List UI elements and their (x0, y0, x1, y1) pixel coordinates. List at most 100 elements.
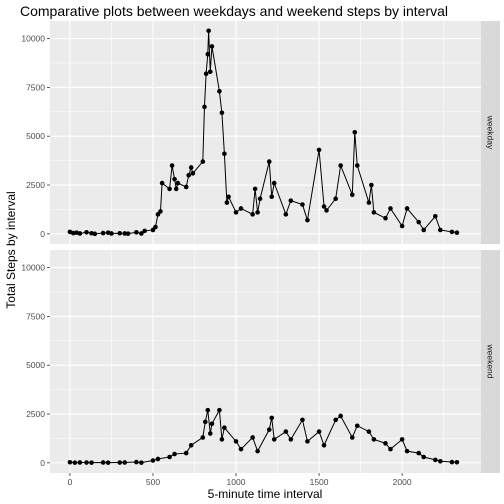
data-point (252, 186, 258, 192)
data-point (316, 147, 322, 153)
data-point (200, 159, 206, 164)
data-point (255, 448, 260, 454)
data-point (404, 448, 410, 454)
data-point (404, 206, 410, 211)
data-point (238, 446, 244, 452)
data-point (421, 454, 426, 460)
data-point (203, 71, 209, 77)
data-point (454, 230, 460, 235)
data-point (139, 231, 144, 236)
data-point (233, 210, 239, 215)
data-point (100, 460, 106, 465)
y-tick-label: 0 (40, 458, 45, 468)
data-point (338, 163, 343, 168)
data-point (219, 110, 225, 116)
data-point (77, 460, 83, 465)
data-point (366, 429, 372, 434)
data-point (369, 182, 374, 188)
panel-weekend: 0 2500 5000 7500 10000 weekend (21, 250, 500, 473)
data-point (388, 206, 393, 211)
data-point (186, 172, 191, 178)
data-point (283, 429, 289, 434)
data-point (209, 421, 215, 427)
data-point (183, 184, 189, 190)
data-point (134, 459, 139, 465)
data-point (209, 44, 215, 49)
x-tick-label: 1500 (310, 477, 329, 487)
data-point (433, 457, 438, 463)
data-point (84, 229, 89, 235)
data-point (349, 435, 355, 440)
y-tick-label: 10000 (21, 263, 45, 273)
data-point (142, 228, 147, 234)
data-point (109, 231, 114, 236)
data-point (70, 230, 76, 236)
facet-strip (481, 21, 500, 244)
data-point (321, 442, 327, 448)
data-point (77, 231, 83, 236)
data-point (167, 454, 172, 460)
data-point (224, 200, 230, 205)
data-point (150, 458, 156, 463)
data-point (316, 429, 322, 434)
data-point (399, 437, 405, 442)
y-axis-title: Total Steps by interval (4, 191, 18, 308)
data-point (134, 229, 139, 235)
data-point (238, 206, 244, 211)
data-point (159, 180, 165, 186)
data-point (139, 460, 144, 465)
y-tick-label: 5000 (26, 360, 45, 370)
data-point (354, 163, 360, 168)
panel-weekday: 0 2500 5000 7500 10000 weekday (21, 21, 500, 244)
data-point (207, 431, 213, 436)
data-point (175, 180, 181, 186)
x-tick-label: 2000 (393, 477, 412, 487)
data-point (188, 442, 194, 448)
panel-background (50, 21, 481, 244)
data-point (366, 200, 372, 205)
data-point (324, 208, 329, 213)
facet-strip-label: weekend (486, 343, 496, 378)
data-point (153, 224, 158, 230)
data-point (200, 435, 206, 440)
data-point (167, 186, 172, 192)
data-point (388, 446, 393, 452)
data-point (173, 186, 179, 192)
y-tick-label: 2500 (26, 180, 45, 190)
data-point (449, 229, 455, 235)
data-point (333, 196, 338, 201)
data-point (399, 223, 405, 229)
x-tick-label: 500 (146, 477, 160, 487)
data-point (206, 28, 211, 34)
panel-background (50, 250, 481, 473)
data-point (158, 209, 163, 214)
data-point (438, 458, 443, 464)
y-tick-label: 2500 (26, 409, 45, 419)
chart-plot-area: 025005000750010000weekday025005000750010… (21, 21, 500, 487)
data-point (188, 165, 194, 170)
data-point (305, 439, 310, 444)
data-point (371, 437, 377, 442)
data-point (67, 459, 73, 465)
data-point (271, 180, 277, 186)
data-point (266, 427, 272, 432)
data-point (250, 435, 255, 440)
data-point (288, 437, 294, 442)
data-point (217, 407, 222, 413)
data-point (300, 202, 305, 207)
y-tick-label: 5000 (26, 131, 45, 141)
data-point (371, 210, 377, 215)
data-point (172, 176, 177, 182)
data-point (271, 437, 277, 442)
x-tick-label: 1000 (227, 477, 246, 487)
data-point (217, 88, 222, 94)
data-point (92, 231, 98, 237)
data-point (226, 194, 231, 200)
data-point (283, 212, 289, 217)
data-point (255, 210, 260, 215)
data-point (72, 460, 78, 465)
data-point (416, 219, 422, 225)
data-point (100, 230, 106, 236)
data-point (207, 69, 213, 75)
